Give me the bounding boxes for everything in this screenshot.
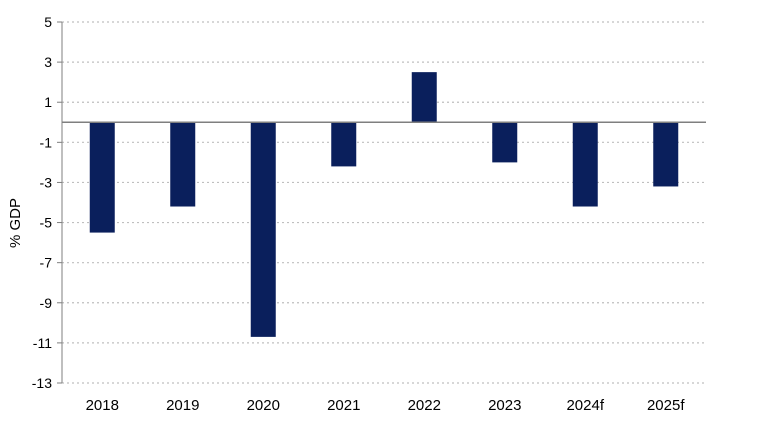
- x-tick-label: 2022: [408, 397, 441, 414]
- bar-2021: [331, 122, 357, 167]
- x-tick-labels: 2018 2019 2020 2021 2022 2023 2024f 2025f: [86, 397, 686, 414]
- y-tick-label: 5: [44, 14, 52, 30]
- x-tick-label: 2025f: [647, 397, 685, 414]
- bar-2019: [170, 122, 196, 207]
- y-tick-label: -1: [40, 134, 53, 150]
- axes: [57, 21, 706, 384]
- y-tick-labels: 5 3 1 -1 -3 -5 -7 -9 -11 -13: [32, 14, 52, 391]
- bar-2020: [250, 122, 276, 337]
- y-tick-label: -13: [32, 375, 52, 391]
- y-tick-label: -11: [33, 335, 52, 351]
- bar-2022: [411, 72, 437, 123]
- bars: [89, 72, 679, 337]
- x-tick-label: 2018: [86, 397, 119, 414]
- bar-2024f: [572, 122, 598, 207]
- x-tick-label: 2021: [327, 397, 360, 414]
- y-tick-label: -5: [40, 215, 53, 231]
- y-tick-label: 1: [44, 94, 52, 110]
- gridlines: [62, 21, 706, 384]
- y-axis-label: % GDP: [7, 198, 24, 248]
- y-tick-label: 3: [44, 54, 52, 70]
- x-tick-label: 2020: [247, 397, 280, 414]
- bar-2023: [492, 122, 518, 163]
- bar-2025f: [653, 122, 679, 187]
- x-tick-label: 2019: [166, 397, 199, 414]
- x-tick-label: 2024f: [566, 397, 604, 414]
- y-tick-label: -7: [40, 255, 53, 271]
- bar-2018: [89, 122, 115, 233]
- y-tick-label: -3: [40, 174, 53, 190]
- x-tick-label: 2023: [488, 397, 521, 414]
- y-tick-label: -9: [40, 295, 53, 311]
